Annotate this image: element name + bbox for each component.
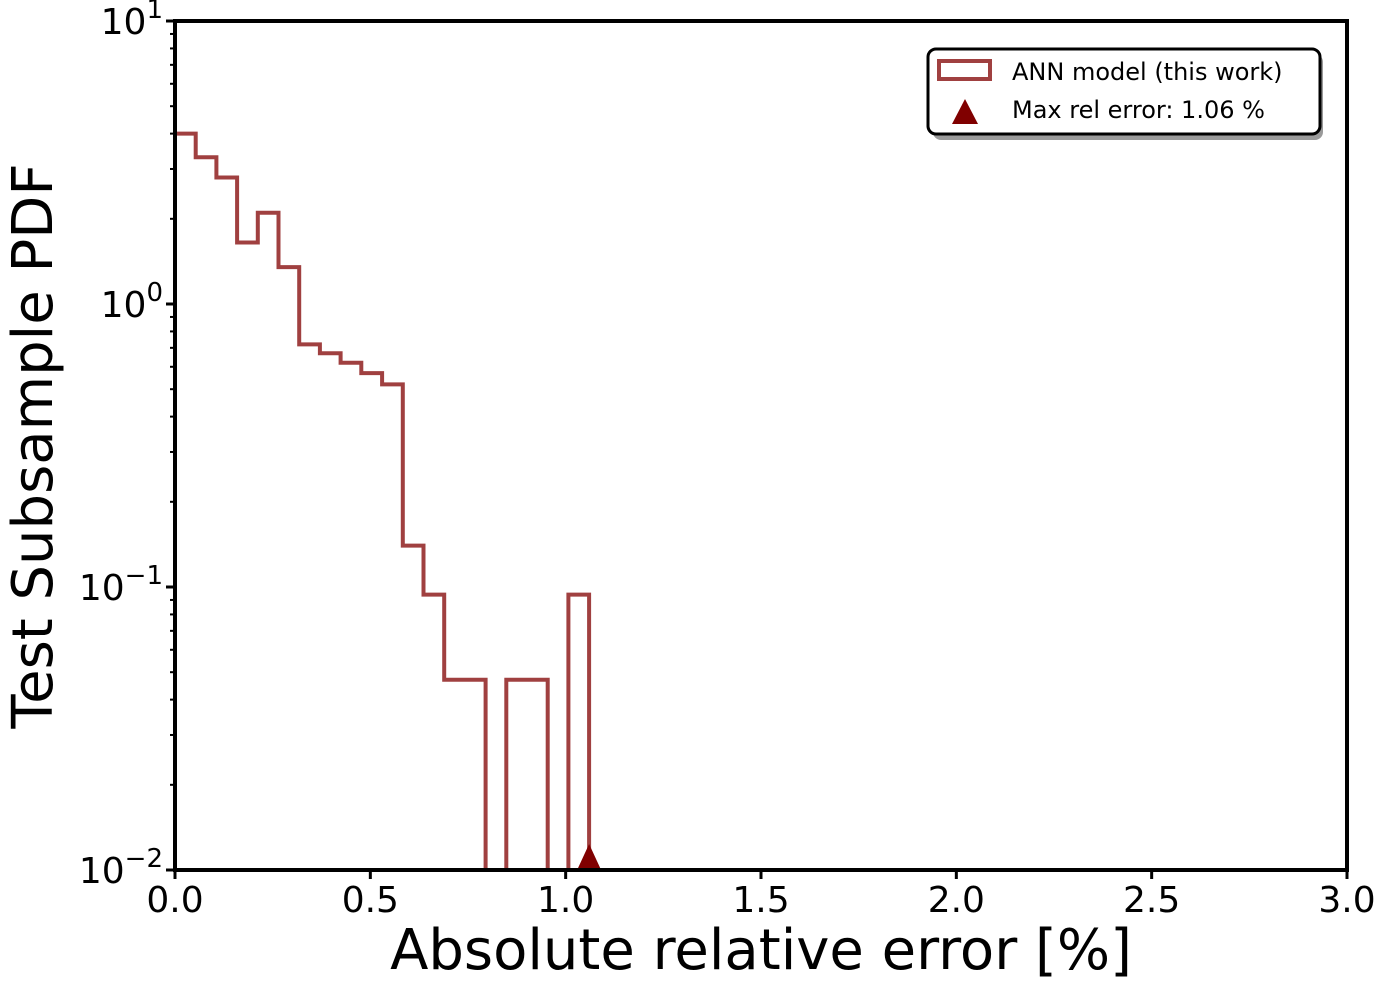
x-tick-label: 1.5 bbox=[732, 880, 789, 921]
legend-box bbox=[926, 47, 1322, 136]
histogram-step-segment bbox=[566, 592, 592, 870]
x-tick-label: 2.0 bbox=[928, 880, 985, 921]
y-tick-label: 100 bbox=[101, 278, 163, 326]
y-tick-label: 10−1 bbox=[79, 561, 163, 609]
x-tick-label: 2.5 bbox=[1123, 880, 1180, 921]
legend-hist-label: ANN model (this work) bbox=[1012, 58, 1283, 86]
plot-area bbox=[173, 131, 602, 870]
max-error-marker bbox=[577, 844, 602, 870]
legend: ANN model (this work) Max rel error: 1.0… bbox=[926, 47, 1323, 140]
x-tick-label: 0.5 bbox=[342, 880, 399, 921]
x-tick-label: 3.0 bbox=[1318, 880, 1375, 921]
legend-marker-label: Max rel error: 1.06 % bbox=[1012, 96, 1265, 124]
y-tick-label: 10−2 bbox=[79, 844, 163, 892]
y-tick-label: 101 bbox=[101, 0, 163, 43]
axis-ticks: 0.0 0.5 1.0 1.5 2.0 2.5 3.0 10−2 10−1 100 101 bbox=[79, 0, 1376, 921]
x-tick-label: 1.0 bbox=[537, 880, 594, 921]
y-axis-title: Test Subsample PDF bbox=[1, 163, 66, 729]
histogram-step-segment bbox=[173, 131, 488, 870]
legend-triangle-icon bbox=[952, 99, 978, 124]
legend-hist-swatch bbox=[937, 59, 992, 81]
histogram-step-segment bbox=[504, 677, 550, 870]
x-axis-title: Absolute relative error [%] bbox=[390, 918, 1132, 983]
x-tick-label: 0.0 bbox=[146, 880, 203, 921]
axes-frame bbox=[173, 19, 1349, 872]
